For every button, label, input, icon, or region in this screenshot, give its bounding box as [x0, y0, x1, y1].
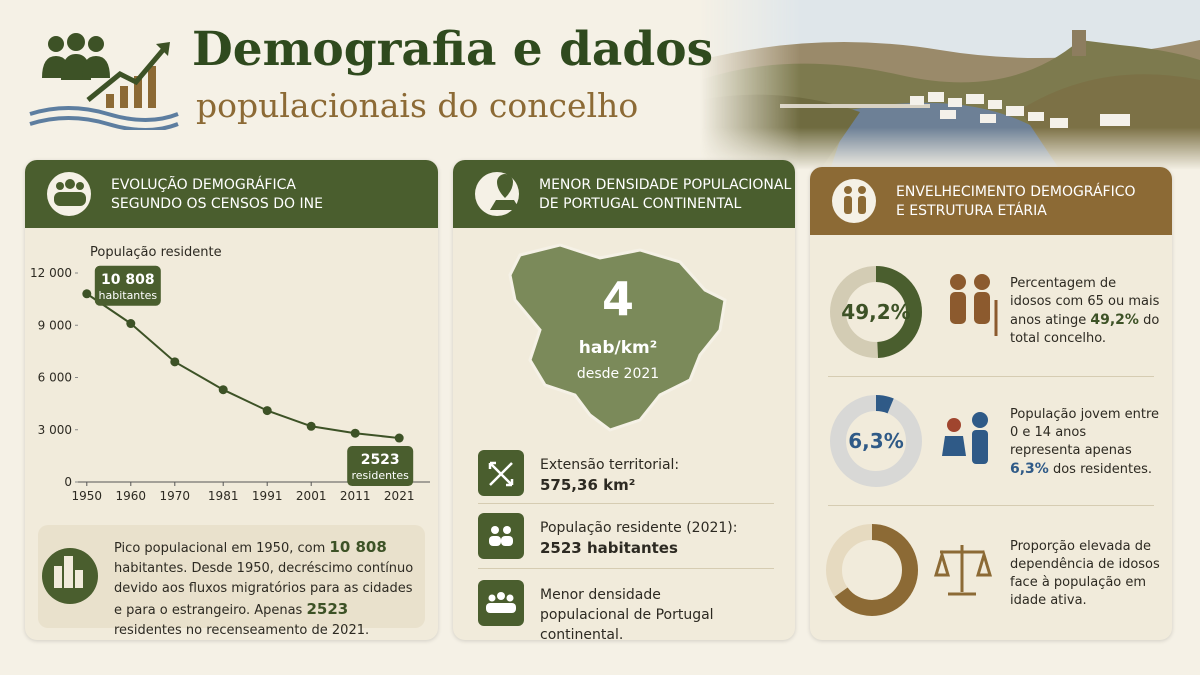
- text: residentes no recenseamento de 2021.: [114, 623, 370, 638]
- y-axis-label: População residente: [90, 245, 222, 260]
- icon-children: [942, 412, 988, 464]
- density-since: desde 2021: [577, 366, 659, 382]
- density-unit: hab/km²: [579, 338, 657, 358]
- data-point: [394, 433, 404, 443]
- title: Demografia e dados: [192, 22, 714, 77]
- item-label: Menor densidade populacional de Portugal…: [540, 587, 714, 643]
- heading-line: SEGUNDO OS CENSOS DO INE: [111, 196, 323, 212]
- y-tick-label: 3 000: [38, 423, 72, 437]
- emphasis: 2523: [306, 600, 349, 618]
- text: dos residentes.: [1048, 462, 1153, 477]
- icon-elderly: [950, 274, 998, 336]
- header-icon: [29, 33, 179, 130]
- subtitle: populacionais do concelho: [196, 86, 639, 125]
- item-value: 575,36 km²: [540, 476, 636, 494]
- y-tick-label: 12 000: [30, 266, 72, 280]
- item-label: Extensão territorial:: [540, 457, 680, 473]
- x-tick-label: 1970: [160, 489, 191, 503]
- annotation-box: [347, 446, 414, 487]
- icon-pin: [490, 174, 520, 210]
- item-text: População jovem entre 0 e 14 anos repres…: [1010, 406, 1160, 479]
- value-label-note: habitantes: [99, 289, 158, 302]
- landscape: [700, 0, 1200, 170]
- emphasis: 10 808: [329, 538, 387, 556]
- text: habitantes. Desde 1950, decréscimo contí…: [114, 561, 414, 618]
- y-tick-label: 0: [64, 475, 72, 489]
- x-tick-label: 1950: [72, 489, 103, 503]
- data-point: [262, 406, 272, 416]
- x-tick-label: 1960: [116, 489, 147, 503]
- region-map: [508, 243, 727, 432]
- y-tick-label: 6 000: [38, 371, 72, 385]
- icon-people: [486, 592, 516, 613]
- separator: [478, 503, 774, 504]
- item-label: População residente (2021):: [540, 520, 738, 536]
- separator: [828, 376, 1154, 377]
- donut-arc: [830, 266, 922, 358]
- icon-elders: [844, 186, 866, 214]
- item: População residente (2021): 2523 habitant…: [540, 518, 737, 558]
- x-tick-label: 2021: [384, 489, 415, 503]
- icon-people: [489, 526, 513, 546]
- donut-arc: [830, 395, 922, 487]
- donut-label: 49,2%: [841, 300, 910, 324]
- text: População jovem entre 0 e 14 anos repres…: [1010, 407, 1160, 458]
- separator: [478, 568, 774, 569]
- data-point: [82, 289, 92, 299]
- x-tick-label: 2011: [340, 489, 371, 503]
- icon-scale: [933, 545, 993, 596]
- icon: [832, 179, 876, 223]
- data-point: [170, 357, 180, 367]
- summary-box: [38, 525, 425, 628]
- y-tick-label: 9 000: [38, 318, 72, 332]
- data-point: [306, 421, 316, 431]
- icon-people: [54, 179, 86, 206]
- emphasis: 49,2%: [1090, 312, 1139, 328]
- icon: [478, 513, 524, 559]
- panel-heading: ENVELHECIMENTO DEMOGRÁFICO E ESTRUTURA ET…: [896, 183, 1136, 221]
- panel-heading: MENOR DENSIDADE POPULACIONAL DE PORTUGAL …: [539, 176, 791, 214]
- emphasis: 6,3%: [1010, 461, 1049, 477]
- x-tick-label: 2001: [296, 489, 327, 503]
- separator: [828, 505, 1154, 506]
- heading-line: MENOR DENSIDADE POPULACIONAL: [539, 177, 792, 193]
- donut-arc: [826, 524, 918, 616]
- annotation-box: [94, 265, 161, 306]
- summary-text: Pico populacional em 1950, com 10 808 ha…: [114, 537, 420, 641]
- heading-line: E ESTRUTURA ETÁRIA: [896, 203, 1047, 219]
- x-tick-label: 1981: [208, 489, 239, 503]
- density-value: 4: [602, 272, 634, 326]
- icon-city: [54, 556, 83, 588]
- value-label: 2523: [361, 452, 400, 468]
- x-tick-label: 1991: [252, 489, 283, 503]
- heading-line: ENVELHECIMENTO DEMOGRÁFICO: [896, 184, 1136, 200]
- heading-line: EVOLUÇÃO DEMOGRÁFICA: [111, 177, 296, 193]
- data-point: [126, 319, 136, 329]
- item-text: Proporção elevada de dependência de idos…: [1010, 538, 1160, 610]
- value-label-note: residentes: [352, 469, 410, 482]
- data-point: [218, 385, 228, 395]
- item-value: 2523 habitantes: [540, 539, 678, 557]
- heading-line: DE PORTUGAL CONTINENTAL: [539, 196, 742, 212]
- panel-heading: EVOLUÇÃO DEMOGRÁFICA SEGUNDO OS CENSOS DO…: [111, 176, 323, 214]
- text: do total concelho.: [1010, 313, 1160, 346]
- item: Menor densidade populacional de Portugal…: [540, 585, 750, 645]
- icon-expand: [488, 461, 514, 487]
- text: Pico populacional em 1950, com: [114, 541, 330, 556]
- data-line: [86, 292, 400, 440]
- text: Percentagem de idosos com 65 ou mais ano…: [1010, 276, 1160, 328]
- text: Proporção elevada de dependência de idos…: [1010, 539, 1160, 608]
- value-label: 10 808: [101, 272, 155, 288]
- data-point: [350, 428, 360, 438]
- item: Extensão territorial: 575,36 km²: [540, 455, 679, 495]
- panel-header: ENVELHECIMENTO DEMOGRÁFICO E ESTRUTURA ET…: [810, 167, 1172, 235]
- donut-label: 6,3%: [848, 429, 903, 453]
- item-text: Percentagem de idosos com 65 ou mais ano…: [1010, 275, 1160, 348]
